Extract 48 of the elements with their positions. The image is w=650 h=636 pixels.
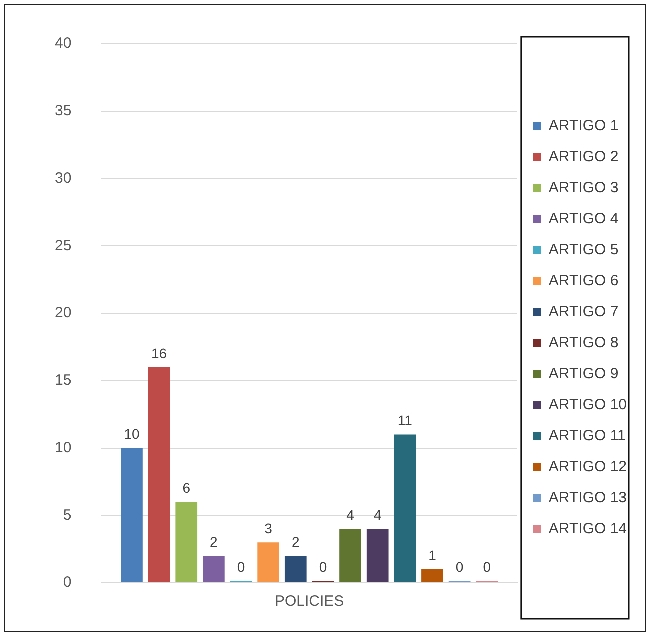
- bar: [284, 556, 307, 582]
- legend-label: ARTIGO 12: [548, 458, 628, 476]
- bar: [366, 529, 389, 582]
- data-label: 10: [124, 426, 140, 442]
- bar: [121, 448, 143, 582]
- data-label: 0: [456, 558, 464, 575]
- legend-label: ARTIGO 3: [548, 180, 619, 197]
- y-tick-label: 15: [54, 372, 72, 390]
- legend-label: ARTIGO 13: [548, 490, 628, 507]
- legend-label: ARTIGO 7: [548, 304, 619, 321]
- data-label: 0: [237, 558, 246, 575]
- data-label: 4: [346, 506, 355, 523]
- data-label: 0: [319, 558, 328, 575]
- bar: [394, 434, 416, 582]
- y-tick-label: 35: [54, 102, 72, 120]
- bar: [176, 502, 198, 582]
- legend-label: ARTIGO 14: [548, 520, 628, 538]
- data-label: 16: [152, 345, 168, 362]
- legend-label: ARTIGO 11: [548, 428, 626, 445]
- y-tick-label: 10: [54, 439, 72, 456]
- bar: [203, 556, 225, 582]
- legend-label: ARTIGO 9: [548, 366, 619, 383]
- data-label: 2: [210, 534, 218, 550]
- legend-label: ARTIGO 4: [548, 210, 619, 228]
- bar: [340, 529, 362, 582]
- legend-label: ARTIGO 2: [548, 148, 619, 166]
- y-tick-label: 30: [54, 170, 72, 187]
- x-tick-label: POLICIES: [274, 593, 344, 610]
- y-tick-label: 40: [54, 35, 72, 52]
- data-label: 4: [374, 506, 382, 523]
- bar: [258, 542, 280, 582]
- data-label: 3: [264, 520, 273, 536]
- legend-label: ARTIGO 8: [548, 334, 619, 352]
- data-label: 6: [182, 480, 191, 496]
- legend-label: ARTIGO 5: [548, 242, 619, 259]
- data-label: 1: [428, 547, 437, 564]
- data-label: 2: [292, 534, 300, 550]
- bar: [422, 570, 444, 582]
- data-label: 0: [483, 558, 492, 575]
- legend-label: ARTIGO 10: [548, 396, 628, 414]
- legend-label: ARTIGO 6: [548, 272, 619, 290]
- y-tick-label: 25: [54, 237, 72, 254]
- bar: [148, 367, 170, 582]
- y-tick-label: 5: [63, 506, 72, 524]
- y-tick-label: 20: [54, 304, 72, 322]
- legend-label: ARTIGO 1: [548, 118, 619, 135]
- data-label: 11: [398, 412, 413, 429]
- y-tick-label: 0: [63, 574, 72, 592]
